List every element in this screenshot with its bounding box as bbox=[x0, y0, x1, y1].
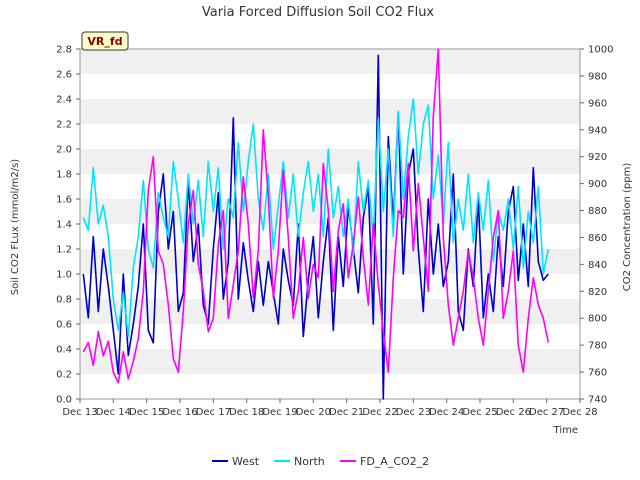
x-tick-label: Dec 26 bbox=[496, 407, 531, 418]
y2-tick-label: 900 bbox=[588, 179, 607, 190]
y2-tick-label: 800 bbox=[588, 314, 607, 325]
y-tick-label: 0.4 bbox=[56, 345, 72, 356]
y2-axis-ticks: 740 760 780 800 820 840 860 880 900 920 940 960 980 1… bbox=[580, 45, 613, 406]
x-tick-label: Dec 18 bbox=[229, 407, 264, 418]
x-tick-label: Dec 27 bbox=[529, 407, 564, 418]
x-tick-label: Dec 19 bbox=[262, 407, 297, 418]
grid-band bbox=[80, 124, 580, 149]
y2-tick-label: 840 bbox=[588, 260, 607, 271]
grid-band bbox=[80, 324, 580, 349]
y2-tick-label: 740 bbox=[588, 395, 607, 406]
x-tick-label: Dec 24 bbox=[429, 407, 464, 418]
y2-tick-label: 980 bbox=[588, 71, 607, 82]
grid-band bbox=[80, 349, 580, 374]
grid-band bbox=[80, 299, 580, 324]
y2-tick-label: 760 bbox=[588, 368, 607, 379]
badge-label: VR_fd bbox=[87, 35, 122, 48]
y-tick-label: 1.8 bbox=[56, 170, 72, 181]
grid-band bbox=[80, 274, 580, 299]
y2-axis-label: CO2 Concentration (ppm) bbox=[622, 163, 633, 292]
y-tick-label: 1.4 bbox=[56, 220, 72, 231]
y2-tick-label: 820 bbox=[588, 287, 607, 298]
y-tick-label: 1.6 bbox=[56, 195, 72, 206]
y2-tick-label: 1000 bbox=[588, 45, 613, 56]
y-tick-label: 2.8 bbox=[56, 45, 72, 56]
grid-band bbox=[80, 49, 580, 74]
x-tick-label: Dec 25 bbox=[462, 407, 497, 418]
y-axis-label: Soil CO2 FLux (mmol/m2/s) bbox=[10, 159, 21, 296]
x-tick-label: Dec 14 bbox=[96, 407, 131, 418]
x-tick-label: Dec 22 bbox=[362, 407, 397, 418]
y-tick-label: 0.6 bbox=[56, 320, 72, 331]
y-tick-label: 1.0 bbox=[56, 270, 72, 281]
grid-band bbox=[80, 74, 580, 99]
y-tick-label: 2.4 bbox=[56, 95, 72, 106]
y-tick-label: 0.8 bbox=[56, 295, 72, 306]
legend: West North FD_A_CO2_2 bbox=[212, 455, 429, 468]
grid-band bbox=[80, 374, 580, 399]
y-tick-label: 2.2 bbox=[56, 120, 72, 131]
x-tick-label: Dec 28 bbox=[562, 407, 597, 418]
legend-label: North bbox=[294, 455, 325, 468]
x-tick-label: Dec 13 bbox=[62, 407, 97, 418]
x-tick-label: Dec 17 bbox=[196, 407, 231, 418]
series-line-2 bbox=[82, 98, 550, 338]
y2-tick-label: 880 bbox=[588, 206, 607, 217]
y-tick-label: 2.6 bbox=[56, 70, 72, 81]
y2-tick-label: 960 bbox=[588, 98, 607, 109]
y-tick-label: 2.0 bbox=[56, 145, 72, 156]
legend-label: West bbox=[232, 455, 260, 468]
grid-band bbox=[80, 99, 580, 124]
x-tick-label: Dec 16 bbox=[162, 407, 197, 418]
badge: VR_fd bbox=[81, 31, 129, 51]
x-tick-label: Dec 21 bbox=[329, 407, 364, 418]
x-tick-label: Dec 15 bbox=[129, 407, 164, 418]
legend-label: FD_A_CO2_2 bbox=[360, 455, 429, 468]
x-tick-label: Dec 23 bbox=[396, 407, 431, 418]
y2-tick-label: 940 bbox=[588, 125, 607, 136]
y-tick-label: 0.0 bbox=[56, 395, 72, 406]
series-line-3 bbox=[82, 48, 550, 384]
y2-tick-label: 920 bbox=[588, 152, 607, 163]
series-layer bbox=[82, 48, 550, 400]
y-tick-label: 1.2 bbox=[56, 245, 72, 256]
y-axis-ticks: 0.0 0.2 0.4 0.6 0.8 1.0 1.2 1.4 1.6 1.8 2.0 2.2 2.4 2… bbox=[56, 45, 80, 406]
y-tick-label: 0.2 bbox=[56, 370, 72, 381]
badge-box bbox=[81, 31, 129, 51]
y2-tick-label: 780 bbox=[588, 341, 607, 352]
y2-tick-label: 860 bbox=[588, 233, 607, 244]
x-axis-label: Time bbox=[553, 425, 578, 436]
x-tick-label: Dec 20 bbox=[296, 407, 331, 418]
chart-title: Varia Forced Diffusion Soil CO2 Flux bbox=[202, 5, 435, 20]
